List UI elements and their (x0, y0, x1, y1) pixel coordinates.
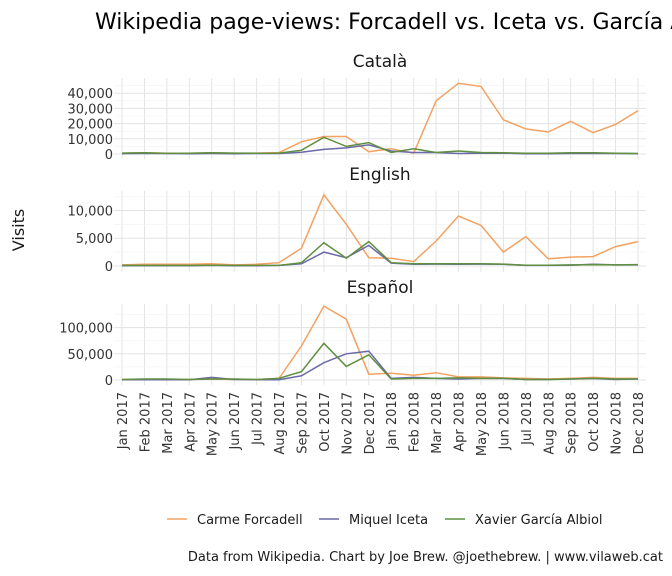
y-tick-label: 50,000 (68, 348, 114, 363)
x-tick-label: Jun 2017 (228, 392, 243, 451)
y-tick-label: 0 (105, 374, 113, 389)
x-tick-label: Oct 2018 (587, 392, 602, 452)
y-tick-label: 0 (105, 148, 113, 163)
series-line (121, 305, 638, 381)
x-tick-label: Aug 2018 (542, 392, 557, 455)
series-line (122, 244, 638, 267)
series-line (122, 350, 639, 381)
series-line (121, 136, 639, 155)
y-tick-label: 5,000 (76, 232, 113, 247)
x-tick-label: Sep 2018 (565, 392, 580, 454)
legend-item: Xavier García Albiol (445, 513, 603, 528)
legend-item: Miquel Iceta (319, 513, 428, 528)
y-tick-label: 30,000 (68, 102, 114, 117)
chart-title: Wikipedia page-views: Forcadell vs. Icet… (95, 10, 672, 35)
series-line (122, 240, 639, 267)
x-axis: Jan 2017 Feb 2017 Mar 2017 Apr 2017 May 2017… (116, 392, 647, 456)
x-tick-label: Mar 2017 (161, 392, 176, 454)
x-tick-label: Jan 2018 (385, 392, 400, 450)
facet-panel: 0 5,000 10,000 English (68, 165, 646, 275)
facet-title: English (349, 165, 410, 185)
facet-title: Català (353, 52, 408, 72)
x-tick-label: Jul 2017 (251, 392, 266, 446)
x-tick-label: Oct 2017 (318, 392, 333, 452)
series-line (121, 193, 639, 266)
facet-panel: 0 50,000 100,000 Español (59, 278, 646, 389)
facet-title: Español (347, 278, 414, 298)
x-tick-label: Sep 2017 (295, 392, 310, 454)
y-tick-label: 0 (105, 260, 113, 275)
y-tick-label: 100,000 (59, 322, 113, 337)
legend-label: Miquel Iceta (349, 513, 428, 528)
y-tick-label: 10,000 (68, 204, 114, 219)
x-tick-label: Dec 2017 (363, 392, 378, 454)
chart-caption: Data from Wikipedia. Chart by Joe Brew. … (188, 550, 663, 565)
x-tick-label: May 2018 (475, 392, 490, 456)
series-line (121, 342, 638, 381)
x-tick-label: Apr 2018 (453, 392, 468, 452)
y-tick-label: 40,000 (68, 87, 114, 102)
x-tick-label: Mar 2018 (430, 392, 445, 454)
legend: Carme Forcadell Miquel Iceta Xavier García… (167, 513, 603, 528)
series-line (121, 82, 639, 155)
x-tick-label: Dec 2018 (632, 392, 647, 454)
x-tick-label: Jun 2018 (497, 392, 512, 451)
x-tick-label: Jan 2017 (116, 392, 131, 450)
y-tick-label: 20,000 (68, 118, 114, 133)
y-tick-label: 10,000 (68, 133, 114, 148)
x-tick-label: Nov 2018 (610, 392, 625, 455)
x-tick-label: Apr 2017 (183, 392, 198, 452)
x-tick-label: Nov 2017 (340, 392, 355, 455)
legend-label: Carme Forcadell (197, 513, 303, 528)
x-tick-label: Feb 2018 (408, 392, 423, 452)
x-tick-label: May 2017 (206, 392, 221, 456)
x-tick-label: Feb 2017 (138, 392, 153, 452)
legend-item: Carme Forcadell (167, 513, 303, 528)
facet-panels: 010,00020,00030,00040,000Català05,00010,… (59, 52, 646, 389)
y-axis-label: Visits (9, 209, 28, 251)
x-tick-label: Aug 2017 (273, 392, 288, 455)
x-tick-label: Jul 2018 (520, 392, 535, 446)
legend-label: Xavier García Albiol (475, 513, 603, 528)
